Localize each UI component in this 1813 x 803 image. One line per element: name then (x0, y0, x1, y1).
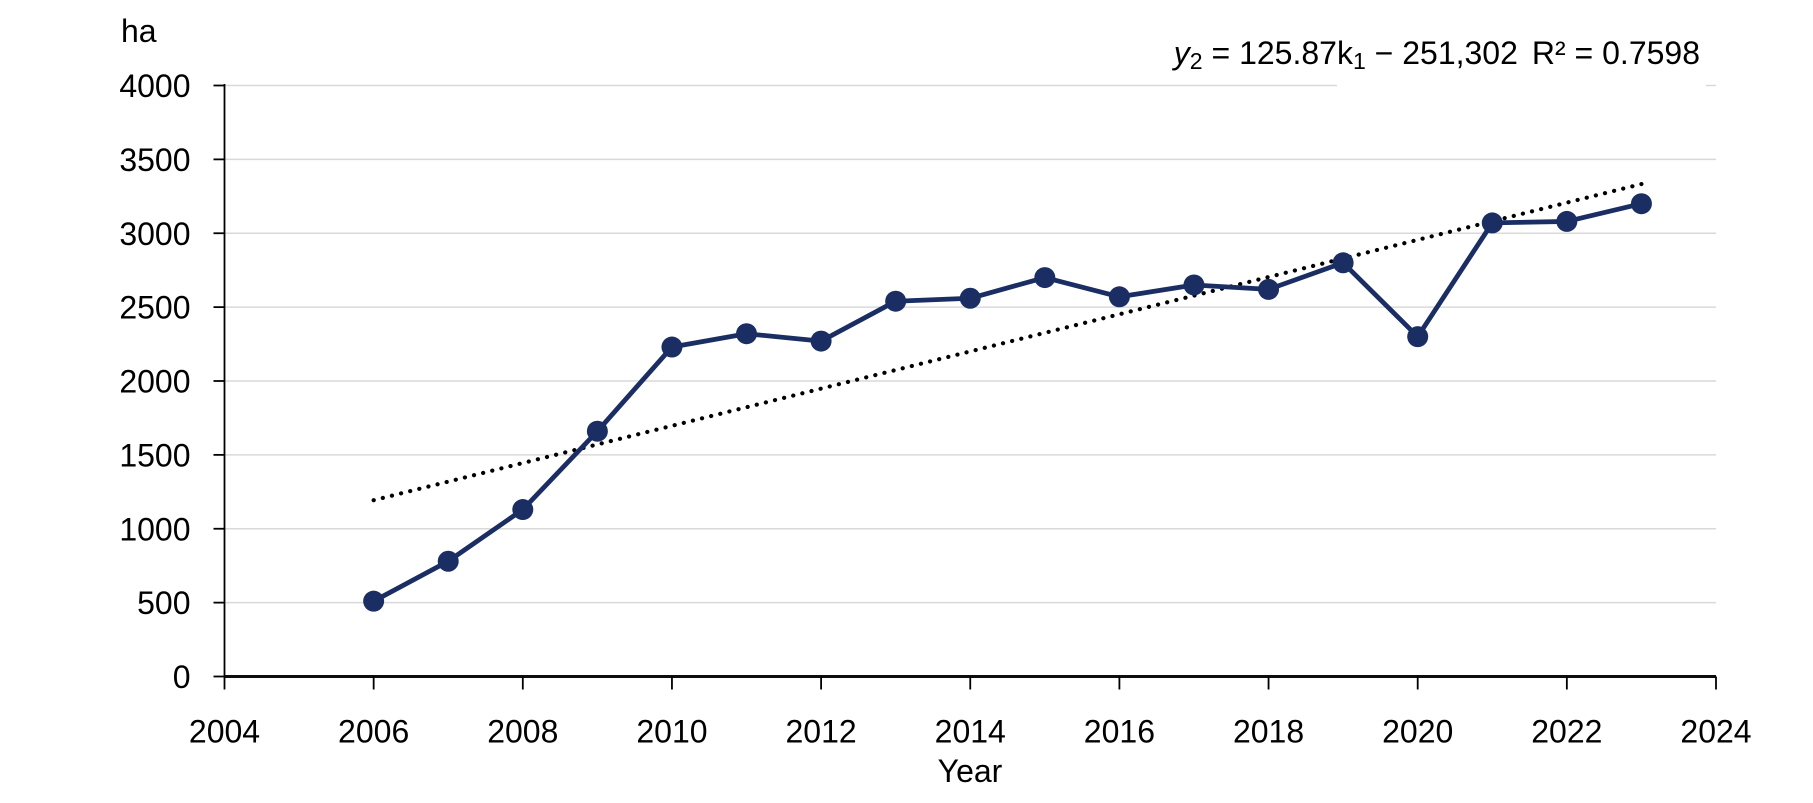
x-tick-label-2022: 2022 (1531, 714, 1602, 750)
data-point-2009 (586, 420, 608, 442)
y-tick-label-1500: 1500 (119, 437, 190, 473)
equation-slope-part: = 125.87k (1202, 35, 1353, 71)
data-point-2014 (959, 287, 981, 309)
y-tick-label-2500: 2500 (119, 290, 190, 326)
data-point-2012 (810, 330, 832, 352)
data-point-2020 (1407, 326, 1429, 348)
y-tick-label-3500: 3500 (119, 142, 190, 178)
x-tick-label-2012: 2012 (786, 714, 857, 750)
y-tick-label-0: 0 (173, 659, 191, 695)
x-tick-label-2010: 2010 (636, 714, 707, 750)
data-point-2018 (1258, 278, 1280, 300)
y-tick-label-4000: 4000 (119, 68, 190, 104)
data-point-2019 (1332, 252, 1354, 274)
data-point-2010 (661, 336, 683, 358)
equation-variable-y-subscript: 2 (1189, 48, 1203, 75)
data-point-2021 (1481, 212, 1503, 234)
y-tick-label-2000: 2000 (119, 364, 190, 400)
data-point-2008 (512, 499, 534, 521)
equation-intercept-part: − 251,302 (1365, 35, 1518, 71)
x-tick-label-2004: 2004 (189, 714, 260, 750)
equation-r-squared-value: = 0.7598 (1565, 35, 1700, 71)
x-axis-title: Year (937, 753, 1003, 789)
trendline-dotted (371, 181, 1644, 503)
data-point-2006 (363, 590, 385, 612)
trendline-equation: y2 = 125.87k1 − 251,302 R² = 0.7598 (1040, 35, 1700, 75)
equation-k-subscript: 1 (1352, 48, 1366, 75)
y-tick-label-500: 500 (137, 585, 190, 621)
data-point-2017 (1183, 274, 1205, 296)
x-tick-label-2016: 2016 (1084, 714, 1155, 750)
series-line-area-ha (371, 201, 1644, 604)
data-point-2016 (1108, 286, 1130, 308)
data-point-2023 (1630, 193, 1652, 215)
x-tick-label-2014: 2014 (935, 714, 1006, 750)
x-tick-label-2020: 2020 (1382, 714, 1453, 750)
equation-r-squared-label: R² (1531, 35, 1566, 71)
x-tick-label-2018: 2018 (1233, 714, 1304, 750)
y-axis-unit-label: ha (121, 13, 157, 49)
data-point-2013 (885, 290, 907, 312)
data-point-2011 (736, 323, 758, 345)
y-tick-label-3000: 3000 (119, 216, 190, 252)
x-tick-label-2024: 2024 (1680, 714, 1751, 750)
x-tick-label-2008: 2008 (487, 714, 558, 750)
equation-box-background (1337, 26, 1706, 97)
data-point-2022 (1556, 210, 1578, 232)
data-point-2015 (1034, 267, 1056, 289)
y-tick-label-1000: 1000 (119, 511, 190, 547)
data-point-2007 (437, 550, 459, 572)
x-tick-label-2006: 2006 (338, 714, 409, 750)
equation-variable-y: y (1173, 35, 1190, 71)
